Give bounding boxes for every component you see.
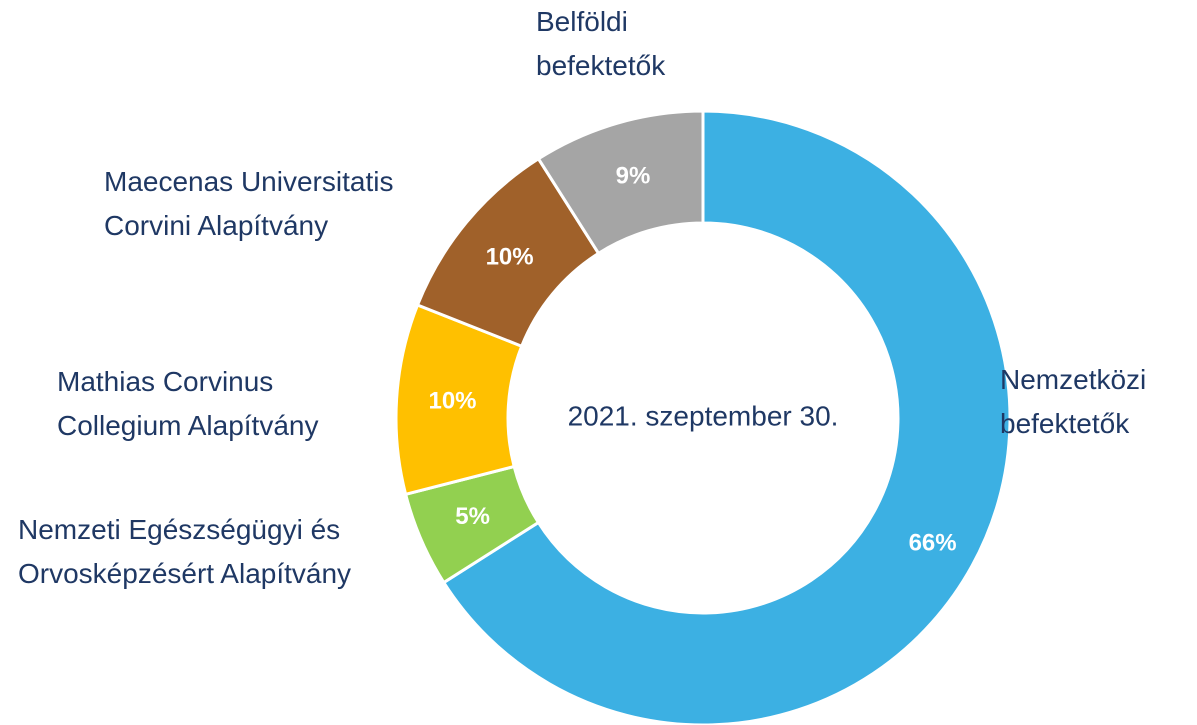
category-label: Nemzeti Egészségügyi és Orvosképzésért A… <box>18 514 352 589</box>
value-label: 5% <box>455 503 490 530</box>
value-label: 9% <box>616 162 651 189</box>
donut-slice <box>441 109 1012 725</box>
center-text: 2021. szeptember 30. <box>568 400 839 431</box>
category-label: Mathias Corvinus Collegium Alapítvány <box>57 366 319 441</box>
donut-slice <box>536 109 705 256</box>
category-label: Nemzetközi befektetők <box>1000 364 1147 439</box>
value-label: 66% <box>909 530 957 557</box>
category-label: Belföldi befektetők <box>536 6 666 81</box>
category-label: Maecenas Universitatis Corvini Alapítván… <box>104 166 394 241</box>
value-label: 10% <box>428 388 476 415</box>
value-label: 10% <box>486 243 534 270</box>
